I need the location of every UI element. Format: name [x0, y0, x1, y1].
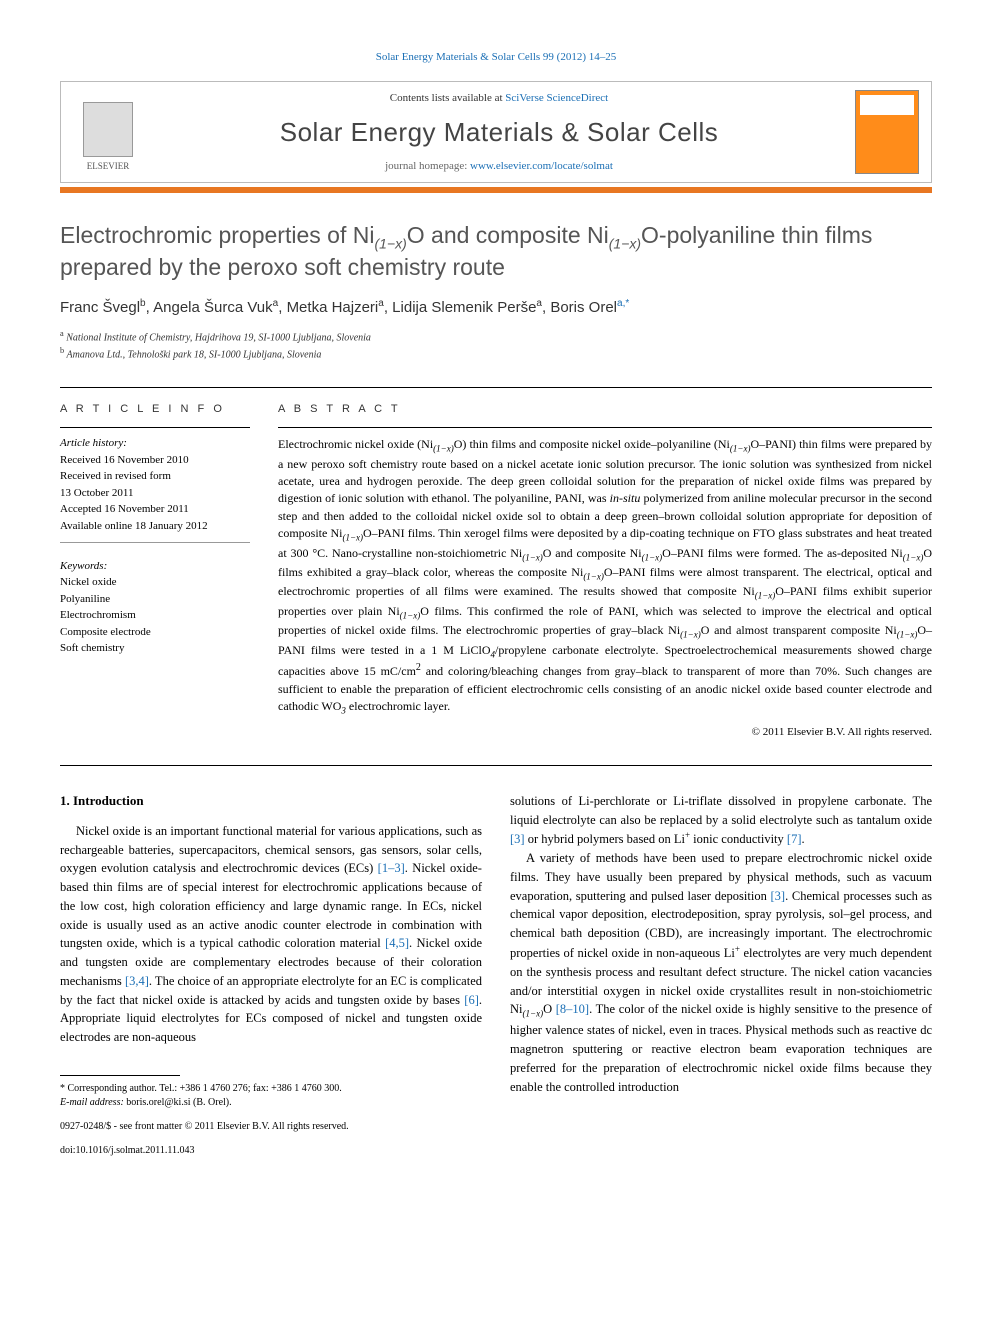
journal-reference: Solar Energy Materials & Solar Cells 99 … [60, 50, 932, 65]
body-divider [60, 765, 932, 766]
journal-header: ELSEVIER Contents lists available at Sci… [60, 81, 932, 183]
author: Lidija Slemenik Peršea [392, 299, 542, 316]
author: Metka Hajzeria [287, 299, 384, 316]
author: Angela Šurca Vuka [153, 299, 278, 316]
section-title: 1. Introduction [60, 792, 482, 810]
body-paragraph: A variety of methods have been used to p… [510, 849, 932, 1096]
contents-prefix: Contents lists available at [390, 92, 505, 104]
journal-cover-thumbnail [855, 90, 919, 174]
homepage-prefix: journal homepage: [385, 160, 470, 172]
journal-name: Solar Energy Materials & Solar Cells [143, 114, 855, 150]
affiliations: a National Institute of Chemistry, Hajdr… [60, 328, 932, 363]
history-item: 13 October 2011 [60, 485, 250, 502]
abstract-heading: A B S T R A C T [278, 402, 932, 417]
email-label: E-mail address: [60, 1097, 126, 1108]
email-link[interactable]: boris.orel@ki.si [126, 1097, 190, 1108]
info-divider [60, 427, 250, 428]
corresponding-author-link[interactable]: a,* [617, 298, 629, 309]
history-label: Article history: [60, 436, 250, 451]
keyword: Composite electrode [60, 624, 250, 641]
doi-line: doi:10.1016/j.solmat.2011.11.043 [60, 1144, 482, 1158]
info-divider [60, 542, 250, 543]
ref-link[interactable]: [4,5] [385, 936, 409, 950]
article-info-heading: A R T I C L E I N F O [60, 402, 250, 417]
section-divider [60, 387, 932, 388]
ref-link[interactable]: [1–3] [378, 861, 405, 875]
ref-link[interactable]: [8–10] [556, 1002, 589, 1016]
authors-list: Franc Šveglb, Angela Šurca Vuka, Metka H… [60, 297, 932, 318]
body-paragraph: Nickel oxide is an important functional … [60, 822, 482, 1047]
ref-link[interactable]: [3] [510, 832, 525, 846]
elsevier-logo: ELSEVIER [73, 92, 143, 172]
homepage-link[interactable]: www.elsevier.com/locate/solmat [470, 160, 613, 172]
elsevier-tree-icon [83, 102, 133, 157]
affiliation: a National Institute of Chemistry, Hajdr… [60, 328, 932, 345]
author: Boris Orela,* [550, 299, 629, 316]
keywords-label: Keywords: [60, 559, 250, 574]
footnote-divider [60, 1075, 180, 1076]
ref-link[interactable]: [3,4] [125, 974, 149, 988]
keyword: Electrochromism [60, 607, 250, 624]
author: Franc Šveglb [60, 299, 146, 316]
email-footnote: E-mail address: boris.orel@ki.si (B. Ore… [60, 1096, 482, 1110]
publisher-name: ELSEVIER [87, 160, 130, 173]
abstract-text: Electrochromic nickel oxide (Ni(1−x)O) t… [278, 436, 932, 717]
body-paragraph: solutions of Li-perchlorate or Li-trifla… [510, 792, 932, 849]
history-item: Accepted 16 November 2011 [60, 501, 250, 518]
orange-divider [60, 187, 932, 193]
history-item: Available online 18 January 2012 [60, 518, 250, 535]
ref-link[interactable]: [3] [771, 889, 786, 903]
homepage-line: journal homepage: www.elsevier.com/locat… [143, 159, 855, 174]
contents-line: Contents lists available at SciVerse Sci… [143, 91, 855, 106]
abstract-copyright: © 2011 Elsevier B.V. All rights reserved… [278, 725, 932, 740]
corresponding-footnote: * Corresponding author. Tel.: +386 1 476… [60, 1082, 482, 1096]
keyword: Soft chemistry [60, 640, 250, 657]
affiliation: b Amanova Ltd., Tehnološki park 18, SI-1… [60, 345, 932, 362]
article-title: Electrochromic properties of Ni(1−x)O an… [60, 221, 932, 283]
email-suffix: (B. Orel). [191, 1097, 232, 1108]
abstract-divider [278, 427, 932, 428]
issn-line: 0927-0248/$ - see front matter © 2011 El… [60, 1120, 482, 1134]
journal-ref-link[interactable]: Solar Energy Materials & Solar Cells 99 … [376, 51, 617, 63]
ref-link[interactable]: [7] [787, 832, 802, 846]
history-item: Received in revised form [60, 468, 250, 485]
ref-link[interactable]: [6] [464, 993, 479, 1007]
keyword: Polyaniline [60, 591, 250, 608]
history-item: Received 16 November 2010 [60, 452, 250, 469]
sciencedirect-link[interactable]: SciVerse ScienceDirect [505, 92, 608, 104]
keyword: Nickel oxide [60, 574, 250, 591]
